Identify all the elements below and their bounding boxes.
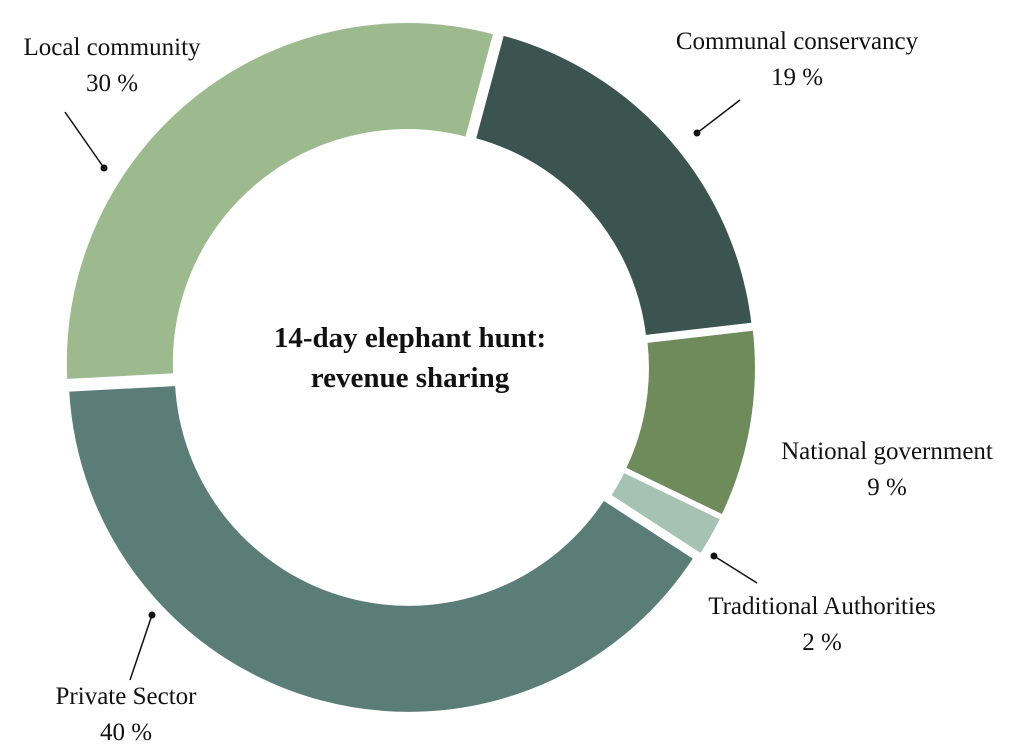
leader-private-sector-dot <box>148 611 156 619</box>
slice-local-community <box>62 19 498 384</box>
slice-communal-conservancy <box>471 30 756 340</box>
slice-label: Private Sector <box>55 683 197 710</box>
slice-value: 9 % <box>867 474 907 501</box>
slice-private-sector <box>65 381 699 716</box>
slice-value: 30 % <box>85 70 139 97</box>
slice-label: Communal conservancy <box>675 28 919 55</box>
label-communal-conservancy: Communal conservancy 19 % <box>676 24 918 96</box>
leader-local-community-dot <box>100 164 108 172</box>
label-national-government: National government 9 % <box>781 434 993 506</box>
slice-traditional-authorities <box>606 467 725 559</box>
slice-label: Traditional Authorities <box>708 593 936 620</box>
chart-title-line-1: 14-day elephant hunt: <box>273 322 547 354</box>
chart-title: 14-day elephant hunt: revenue sharing <box>274 318 546 398</box>
slice-value: 40 % <box>99 719 153 746</box>
leader-private-sector <box>129 614 153 681</box>
leader-communal-conservancy-dot <box>693 129 701 137</box>
leader-communal-conservancy <box>696 99 741 134</box>
leader-traditional-authorities-dot <box>710 552 718 560</box>
leader-traditional-authorities <box>713 555 758 584</box>
slice-value: 2 % <box>802 629 842 656</box>
label-local-community: Local community 30 % <box>23 30 200 102</box>
slice-label: Local community <box>23 34 201 61</box>
label-traditional-authorities: Traditional Authorities 2 % <box>708 589 936 661</box>
slice-label: National government <box>781 438 993 465</box>
slice-value: 19 % <box>770 64 824 91</box>
leader-local-community <box>64 111 105 169</box>
label-private-sector: Private Sector 40 % <box>56 679 197 751</box>
chart-title-line-2: revenue sharing <box>310 362 510 394</box>
